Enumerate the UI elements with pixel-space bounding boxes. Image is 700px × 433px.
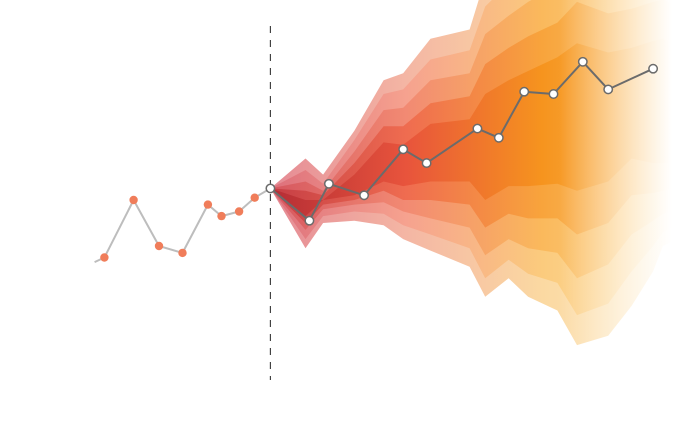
history-point (234, 207, 244, 216)
history-point (100, 253, 109, 262)
forecast-point (323, 178, 334, 189)
history-point (217, 211, 226, 221)
history-point (250, 193, 259, 202)
forecast-point (359, 190, 370, 201)
forecast-point (648, 63, 659, 74)
history-point (129, 195, 138, 205)
data-points (100, 56, 659, 262)
forecast-point (304, 215, 315, 226)
history-point (203, 200, 213, 209)
forecast-point (398, 144, 409, 155)
history-point (178, 248, 187, 258)
history-point (154, 241, 164, 251)
history-line (94, 187, 271, 264)
fade-overlay (560, 0, 700, 433)
forecast-point (265, 183, 276, 194)
forecast-point (548, 89, 559, 99)
forecast-point (421, 158, 432, 169)
forecast-point (603, 84, 614, 95)
forecast-point (577, 56, 588, 67)
forecast-point (472, 123, 483, 134)
forecast-point (519, 86, 530, 97)
forecast-point (493, 132, 504, 143)
